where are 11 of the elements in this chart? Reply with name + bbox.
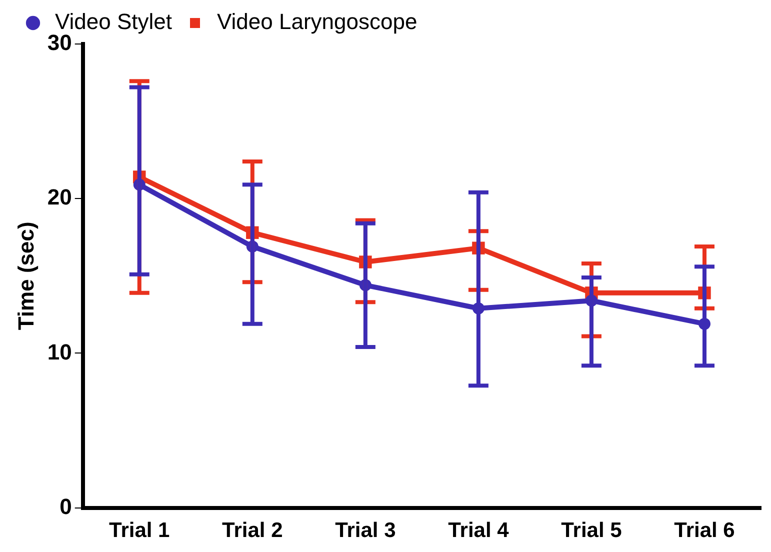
- x-tick-label: Trial 4: [448, 519, 510, 542]
- y-tick-label: 10: [47, 339, 72, 364]
- x-tick-label: Trial 1: [109, 519, 170, 542]
- x-tick-label: Trial 6: [674, 519, 735, 542]
- x-tick-label: Trial 3: [335, 519, 396, 542]
- y-axis-title: Time (sec): [13, 222, 38, 330]
- legend-label: Video Laryngoscope: [217, 9, 418, 34]
- x-tick-label: Trial 5: [561, 519, 622, 542]
- y-tick-label: 20: [47, 184, 72, 210]
- y-tick-label: 0: [60, 494, 72, 519]
- x-tick-label: Trial 2: [222, 519, 283, 542]
